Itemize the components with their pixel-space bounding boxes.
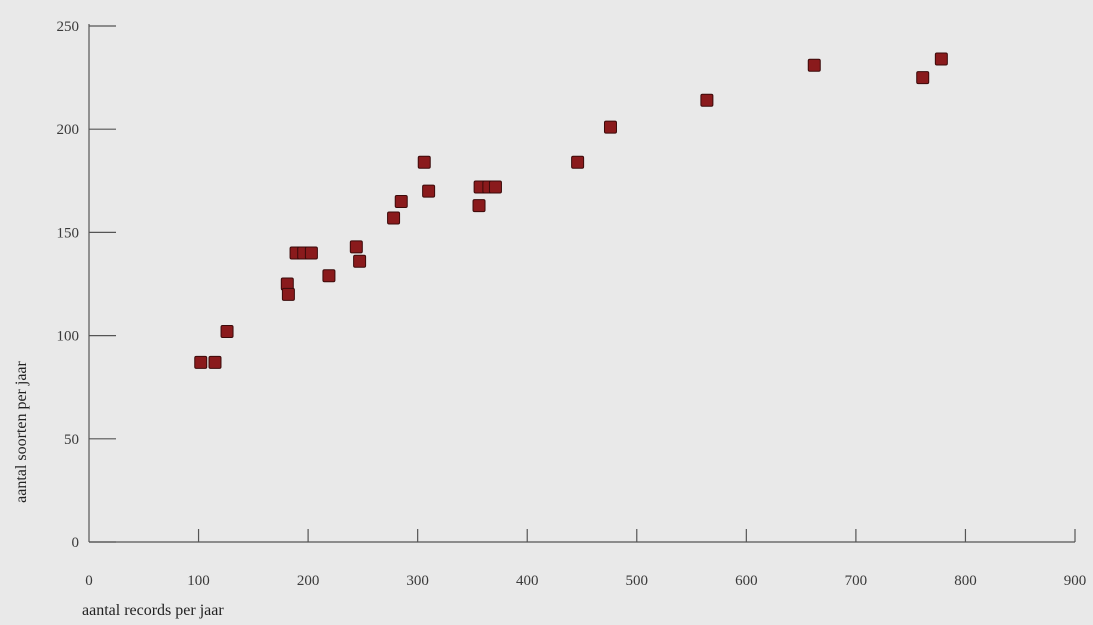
data-point — [194, 355, 208, 369]
x-tick-label: 100 — [187, 573, 210, 589]
data-point — [417, 155, 431, 169]
data-point — [208, 355, 222, 369]
x-tick-label: 300 — [406, 573, 429, 589]
x-tick-label: 500 — [626, 573, 649, 589]
data-point — [394, 194, 408, 208]
x-ticks: 0 100 200 300 400 500 600 700 800 900 — [85, 529, 1086, 589]
x-tick-label: 900 — [1064, 573, 1087, 589]
data-point — [934, 52, 948, 66]
data-point — [281, 287, 295, 301]
y-axis-title: aantal soorten per jaar — [13, 360, 30, 502]
data-points — [194, 52, 948, 369]
x-tick-label: 0 — [85, 573, 93, 589]
axes — [88, 24, 1075, 543]
data-point — [422, 184, 436, 198]
x-tick-label: 600 — [735, 573, 758, 589]
data-point — [322, 269, 336, 283]
data-point — [488, 180, 502, 194]
x-tick-label: 200 — [297, 573, 320, 589]
data-point — [387, 211, 401, 225]
y-tick-label: 0 — [72, 535, 80, 551]
y-tick-label: 250 — [57, 19, 80, 35]
x-tick-label: 400 — [516, 573, 539, 589]
data-point — [220, 324, 234, 338]
x-tick-label: 800 — [954, 573, 977, 589]
data-point — [472, 199, 486, 213]
data-point — [349, 240, 363, 254]
data-point — [916, 71, 930, 85]
data-point — [353, 254, 367, 268]
data-point — [700, 93, 714, 107]
y-tick-label: 50 — [64, 432, 79, 448]
y-tick-label: 200 — [57, 122, 80, 138]
data-point — [304, 246, 318, 260]
y-ticks: 0 50 100 150 200 250 — [57, 19, 116, 551]
data-point — [603, 120, 617, 134]
x-tick-label: 700 — [845, 573, 868, 589]
data-point — [571, 155, 585, 169]
y-tick-label: 150 — [57, 225, 80, 241]
data-point — [807, 58, 821, 72]
y-tick-label: 100 — [57, 329, 80, 345]
x-axis-title: aantal records per jaar — [82, 602, 224, 619]
